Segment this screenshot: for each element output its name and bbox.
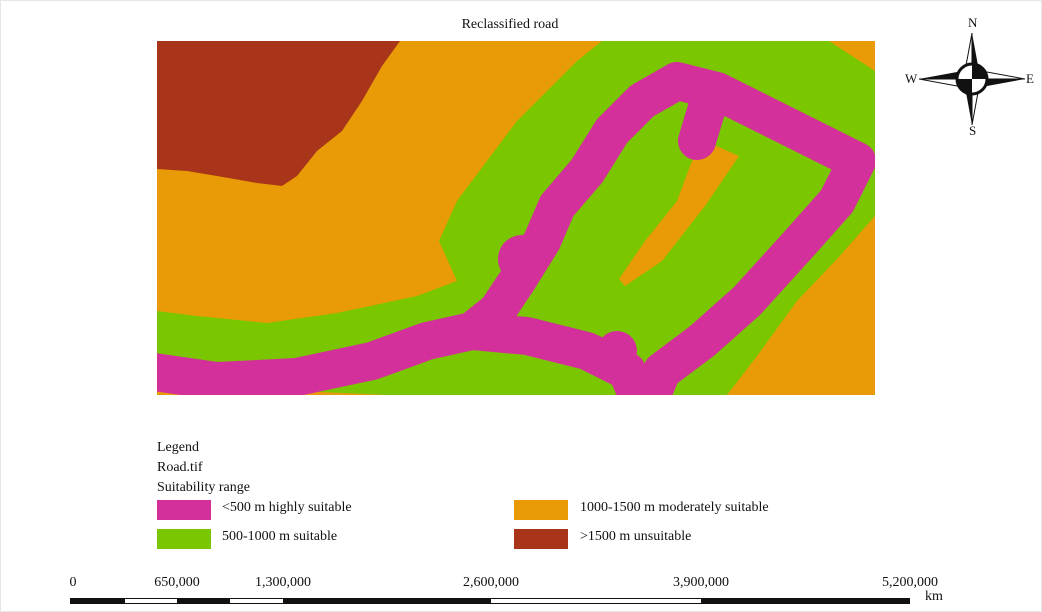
zone-highly-suitable	[157, 62, 875, 395]
scale-segment	[125, 598, 177, 604]
legend-label-unsuitable: >1500 m unsuitable	[580, 529, 692, 544]
road-node	[597, 331, 637, 371]
legend-label-moderately-suitable: 1000-1500 m moderately suitable	[580, 500, 769, 515]
zone-moderately-suitable-ne	[829, 41, 875, 71]
suitability-map	[157, 41, 875, 395]
map-title: Reclassified road	[461, 17, 559, 32]
legend-heading: Legend	[157, 440, 199, 455]
compass-icon	[919, 33, 1025, 125]
scale-tick-label: 650,000	[154, 575, 200, 590]
scale-segment	[491, 598, 701, 604]
zone-suitable-inner	[537, 271, 617, 331]
scale-bar: 0 650,000 1,300,000 2,600,000 3,900,000 …	[70, 575, 950, 605]
legend-label-suitable: 500-1000 m suitable	[222, 529, 338, 544]
scale-tick-label: 2,600,000	[463, 575, 519, 590]
compass-rose: N W E S	[905, 15, 1035, 140]
legend-layer: Road.tif	[157, 460, 203, 475]
scale-segment	[70, 598, 125, 604]
legend: Legend Road.tif Suitability range	[157, 438, 250, 498]
scale-segment	[230, 598, 283, 604]
compass-north: N	[968, 15, 978, 30]
scale-segment	[701, 598, 910, 604]
zone-unsuitable	[157, 41, 400, 186]
zone-moderately-suitable-se	[739, 241, 875, 395]
legend-label-highly-suitable: <500 m highly suitable	[222, 500, 352, 515]
scale-tick-label: 3,900,000	[673, 575, 729, 590]
road-node	[498, 235, 546, 283]
scale-segment	[283, 598, 491, 604]
scale-tick-label: 1,300,000	[255, 575, 311, 590]
legend-swatch-unsuitable	[514, 529, 568, 549]
compass-west: W	[905, 71, 918, 86]
zone-moderately-suitable-inner	[619, 141, 739, 286]
compass-east: E	[1026, 71, 1034, 86]
scale-segment	[177, 598, 230, 604]
legend-swatch-moderately-suitable	[514, 500, 568, 520]
scale-tick-label: 5,200,000	[882, 575, 938, 590]
scale-tick-label: 0	[69, 575, 77, 590]
legend-field: Suitability range	[157, 480, 250, 495]
compass-south: S	[969, 123, 977, 138]
legend-swatch-highly-suitable	[157, 500, 211, 520]
scale-unit: km	[925, 589, 943, 604]
legend-swatch-suitable	[157, 529, 211, 549]
